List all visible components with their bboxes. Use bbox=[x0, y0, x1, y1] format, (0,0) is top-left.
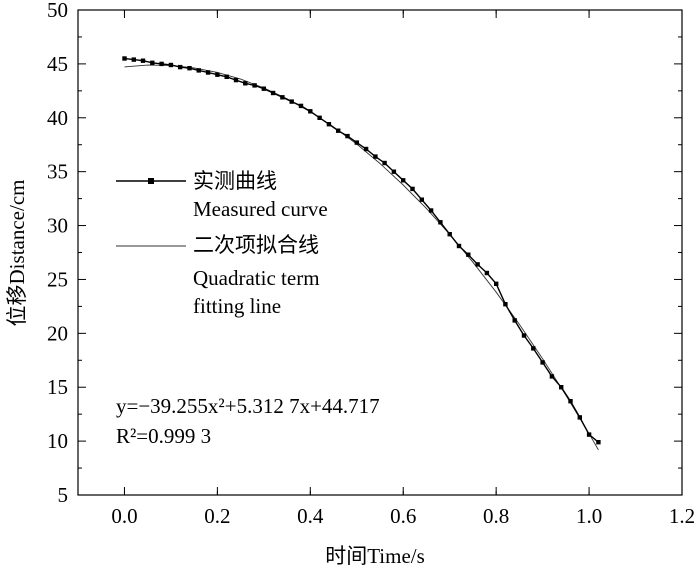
measured-point bbox=[373, 154, 378, 159]
measured-point bbox=[521, 333, 527, 338]
measured-point bbox=[205, 70, 211, 75]
measured-point bbox=[391, 169, 397, 174]
measured-point bbox=[298, 103, 304, 109]
measured-point bbox=[568, 399, 573, 404]
measured-point bbox=[308, 109, 313, 114]
measured-point bbox=[289, 99, 294, 104]
equation-line1: y=−39.255x²+5.312 7x+44.717 bbox=[116, 394, 380, 418]
series-line-fit bbox=[124, 64, 599, 451]
x-tick-label: 0.6 bbox=[390, 504, 416, 528]
y-tick-label: 5 bbox=[58, 483, 69, 507]
measured-point bbox=[559, 385, 564, 390]
measured-point bbox=[401, 178, 406, 183]
measured-point bbox=[150, 60, 155, 65]
y-tick-label: 40 bbox=[47, 106, 68, 130]
measured-point bbox=[178, 64, 183, 70]
measured-point bbox=[484, 270, 490, 276]
measured-point bbox=[466, 252, 471, 257]
measured-point bbox=[326, 122, 332, 127]
legend-fit-en-line2: fitting line bbox=[193, 294, 281, 318]
equation-line2: R²=0.999 3 bbox=[116, 424, 211, 448]
measured-point bbox=[512, 318, 517, 323]
x-tick-label: 0.8 bbox=[483, 504, 509, 528]
measured-point bbox=[215, 72, 220, 77]
measured-point bbox=[577, 415, 582, 420]
series-layer bbox=[122, 56, 601, 451]
y-tick-label: 10 bbox=[47, 429, 68, 453]
measured-point bbox=[596, 440, 601, 445]
measured-point bbox=[447, 232, 452, 237]
x-axis-title: 时间Time/s bbox=[325, 544, 425, 568]
tick-labels: 0.0 0.2 0.4 0.6 0.8 1.0 1.2 5 10 15 20 25 30 35 40 45 50 bbox=[47, 0, 695, 528]
x-tick-label: 0.2 bbox=[204, 504, 230, 528]
plot-frame bbox=[77, 9, 683, 496]
measured-point bbox=[233, 77, 239, 83]
legend-fit-en-line1: Quadratic term bbox=[193, 266, 320, 290]
measured-point bbox=[438, 220, 443, 225]
y-tick-label: 50 bbox=[47, 0, 68, 22]
legend-measured-cn: 实测曲线 bbox=[193, 169, 277, 193]
measured-point bbox=[354, 140, 359, 145]
legend: 实测曲线 Measured curve 二次项拟合线 Quadratic ter… bbox=[116, 169, 328, 318]
legend-measured-marker bbox=[148, 178, 154, 184]
measured-point bbox=[531, 346, 536, 351]
y-axis-title: 位移Distance/cm bbox=[5, 180, 29, 327]
measured-point bbox=[140, 58, 146, 63]
measured-point bbox=[475, 262, 480, 267]
measured-point bbox=[280, 95, 285, 100]
measured-point bbox=[252, 83, 257, 88]
x-tick-label: 1.2 bbox=[669, 504, 695, 528]
measured-point bbox=[549, 374, 555, 379]
y-tick-label: 35 bbox=[47, 160, 68, 184]
measured-point bbox=[503, 302, 508, 307]
x-tick-label: 1.0 bbox=[576, 504, 602, 528]
y-tick-label: 45 bbox=[47, 52, 68, 76]
legend-measured-en: Measured curve bbox=[193, 197, 328, 221]
measured-point bbox=[131, 57, 136, 62]
measured-point bbox=[428, 208, 434, 213]
measured-point bbox=[187, 66, 192, 71]
y-tick-label: 25 bbox=[47, 267, 68, 291]
measured-point bbox=[317, 115, 322, 120]
measured-point bbox=[270, 90, 276, 96]
measured-point bbox=[224, 74, 229, 79]
y-tick-label: 15 bbox=[47, 375, 68, 399]
x-tick-label: 0.0 bbox=[111, 504, 137, 528]
measured-point bbox=[345, 133, 350, 139]
measured-point bbox=[540, 360, 545, 365]
legend-fit-cn: 二次项拟合线 bbox=[193, 233, 319, 257]
measured-point bbox=[261, 86, 266, 91]
measured-point bbox=[159, 61, 164, 67]
measured-point bbox=[382, 160, 387, 166]
measured-point bbox=[363, 146, 369, 152]
y-tick-label: 30 bbox=[47, 214, 68, 238]
measured-point bbox=[168, 62, 174, 68]
measured-point bbox=[419, 197, 424, 202]
measured-point bbox=[196, 68, 201, 73]
y-tick-label: 20 bbox=[47, 321, 68, 345]
measured-point bbox=[410, 186, 415, 192]
annotation: y=−39.255x²+5.312 7x+44.717 R²=0.999 3 bbox=[116, 394, 380, 448]
measured-point bbox=[494, 281, 499, 286]
measured-point bbox=[122, 56, 127, 61]
measured-point bbox=[586, 432, 592, 437]
measured-point bbox=[456, 243, 462, 249]
axes bbox=[77, 9, 683, 496]
tick-marks bbox=[78, 9, 683, 496]
measured-point bbox=[243, 81, 248, 86]
series-line-measured bbox=[124, 57, 599, 443]
x-tick-label: 0.4 bbox=[297, 504, 324, 528]
measured-point bbox=[336, 128, 341, 133]
